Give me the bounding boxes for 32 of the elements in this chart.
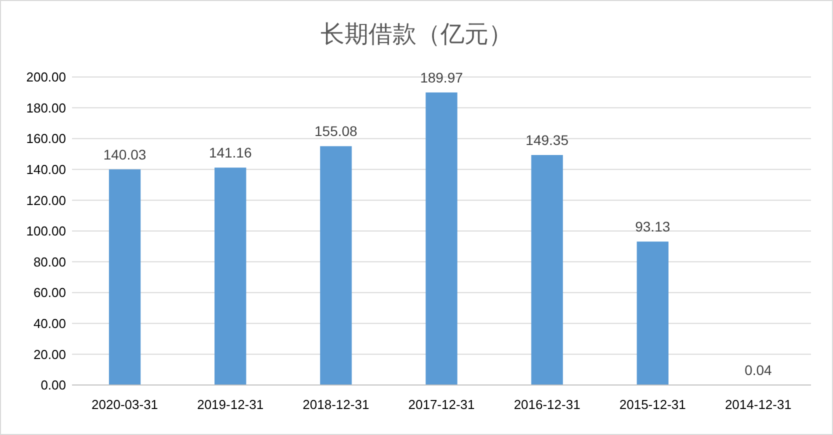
x-tick-label: 2016-12-31 (514, 397, 580, 412)
data-label: 155.08 (314, 123, 358, 140)
y-tick-label: 160.00 (26, 131, 66, 146)
y-tick-label: 0.00 (40, 378, 66, 393)
data-label: 149.35 (526, 132, 569, 148)
y-tick-label: 120.00 (26, 192, 66, 208)
y-tick-label: 100.00 (26, 224, 66, 239)
bar (108, 169, 141, 385)
data-label: 0.04 (744, 362, 772, 378)
data-label: 140.03 (103, 146, 146, 162)
data-label: 93.13 (635, 218, 670, 235)
y-tick-label: 40.00 (33, 316, 66, 331)
bar (320, 146, 352, 385)
x-tick-label: 2018-12-31 (302, 397, 370, 412)
y-tick-label: 60.00 (33, 285, 66, 300)
x-tick-label: 2017-12-31 (408, 397, 475, 412)
y-tick-label: 20.00 (33, 346, 66, 362)
data-label: 141.16 (208, 144, 252, 161)
data-label: 189.97 (420, 69, 464, 86)
y-tick-label: 140.00 (26, 162, 66, 177)
x-tick-label: 2014-12-31 (724, 397, 792, 412)
x-tick-label: 2015-12-31 (619, 397, 686, 412)
bar (636, 242, 668, 385)
bar (531, 155, 563, 385)
y-tick-label: 200.00 (26, 70, 66, 85)
y-tick-label: 180.00 (26, 100, 66, 116)
bar (426, 92, 458, 385)
y-tick-label: 80.00 (33, 254, 66, 270)
x-tick-label: 2019-12-31 (197, 397, 264, 412)
x-tick-label: 2020-03-31 (92, 397, 158, 412)
chart-title: 长期借款（亿元） (320, 20, 512, 48)
bar (214, 168, 246, 385)
